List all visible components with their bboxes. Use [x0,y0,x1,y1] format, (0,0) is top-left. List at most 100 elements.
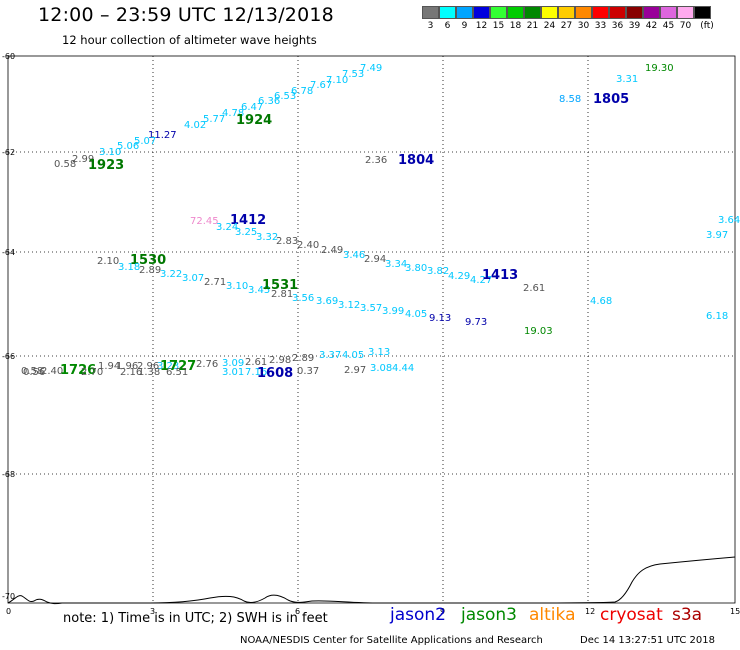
pass-time-label: 1804 [398,153,434,168]
color-scale-label: 45 [662,21,675,31]
wave-height-value: 2.83 [276,236,298,247]
wave-height-value: 3.97 [706,230,728,241]
wave-height-value: 2.98 [269,355,291,366]
wave-height-value: 3.10 [99,147,121,158]
wave-height-value: 6.53 [274,91,296,102]
pass-time-label: 1531 [262,278,298,293]
x-tick-label: 12 [585,607,595,616]
wave-height-value: 7.53 [342,69,364,80]
y-tick-label: -60 [2,52,15,61]
wave-height-value: 4.27 [470,275,492,286]
color-scale-swatch [456,6,473,19]
wave-height-value: 3.57 [360,303,382,314]
x-tick-label: 0 [6,607,11,616]
color-scale-label: 24 [543,21,556,31]
wave-height-value: 9.73 [465,317,487,328]
wave-height-value: 2.49 [321,245,343,256]
color-scale-swatch [677,6,694,19]
color-scale-swatch [626,6,643,19]
pass-time-label: 1726 [60,363,96,378]
wave-height-value: 2.89 [292,353,314,364]
wave-height-value: 3.18 [118,262,140,273]
wave-height-value: 7.67 [310,80,332,91]
wave-height-value: 1.94 [98,361,120,372]
y-tick-label: -70 [2,592,15,601]
color-scale-swatch [473,6,490,19]
wave-height-value: 4.68 [590,296,612,307]
wave-height-value: 8.58 [559,94,581,105]
color-scale-label: 27 [560,21,573,31]
wave-height-value: 3.31 [616,74,638,85]
wave-height-value: 3.10 [226,281,248,292]
wave-height-value: 3.01 [222,367,244,378]
color-scale-label: 70 [679,21,692,31]
wave-height-value: 72.45 [190,216,219,227]
pass-time-label: 1727 [160,359,196,374]
wave-height-value: 2.16 [120,367,142,378]
pass-time-label: 1924 [236,113,272,128]
wave-height-value: 3.56 [292,293,314,304]
coastline [7,556,736,605]
wave-height-value: 2.40 [297,240,319,251]
color-scale-swatch [643,6,660,19]
wave-height-value: 5.06 [117,141,139,152]
wave-height-value: 0.37 [297,366,319,377]
map-frame [7,55,736,604]
pass-time-label: 1805 [593,92,629,107]
wave-height-value: 6.18 [706,311,728,322]
x-tick-label: 9 [440,607,445,616]
wave-height-value: 0.58 [54,159,76,170]
satellite-legend-altika: altika [529,605,576,625]
generated-timestamp: Dec 14 13:27:51 UTC 2018 [580,635,715,646]
y-tick-label: -66 [2,352,15,361]
wave-height-value: 4.02 [184,120,206,131]
wave-height-value: 7.10 [326,75,348,86]
color-scale-label: 6 [444,21,451,31]
wave-height-value: 4.29 [448,271,470,282]
color-scale-label: 18 [509,21,522,31]
wave-height-value: 3.64 [718,215,740,226]
wave-height-value: 1.96 [116,361,138,372]
wave-height-value: 2.96 [137,361,159,372]
wave-height-value: 4.78 [222,108,244,119]
wave-height-value: 6.36 [258,96,280,107]
wave-height-value: 3.32 [256,232,278,243]
wave-height-value: 2.97 [344,365,366,376]
color-scale-swatch [575,6,592,19]
color-scale-label: 21 [526,21,539,31]
color-scale-unit: (ft) [700,21,714,31]
color-scale-label: 9 [461,21,468,31]
wave-height-value: 2.99 [72,154,94,165]
color-scale-label: 12 [475,21,488,31]
color-scale-swatch [660,6,677,19]
wave-height-value: 4.05 [342,350,364,361]
wave-height-value: 19.03 [524,326,553,337]
wave-height-value: 2.40 [41,366,63,377]
wave-height-value: 5.77 [203,114,225,125]
y-tick-label: -68 [2,470,15,479]
wave-height-observations: 7.497.537.107.676.786.536.366.474.785.77… [21,63,740,381]
wave-height-value: 6.51 [166,367,188,378]
wave-height-value: 3.99 [382,306,404,317]
wave-height-value: 3.08 [370,363,392,374]
color-scale-swatch [541,6,558,19]
wave-height-value: 3.09 [222,358,244,369]
wave-height-value: 3.80 [405,263,427,274]
wave-height-value: 0.58 [21,366,43,377]
color-scale-swatch [507,6,524,19]
wave-height-value: 2.70 [81,367,103,378]
wave-height-value: 3.69 [316,296,338,307]
wave-height-value: 3.07 [182,273,204,284]
wave-height-value: 4.44 [392,363,414,374]
pass-time-label: 1413 [482,268,518,283]
axis-tick-labels: 0 3 6 9 12 15 -60 -62 -64 -66 -68 -70 [2,52,740,616]
wave-height-value: 0.56 [23,367,45,378]
color-scale-label: 33 [594,21,607,31]
wave-height-value: 3.23 [157,361,179,372]
satellite-legend-jason3: jason3 [461,605,517,625]
wave-height-value: 3.34 [385,259,407,270]
wave-height-value: 3.45 [248,285,270,296]
color-scale-swatch [524,6,541,19]
wave-height-value: 2.81 [271,289,293,300]
